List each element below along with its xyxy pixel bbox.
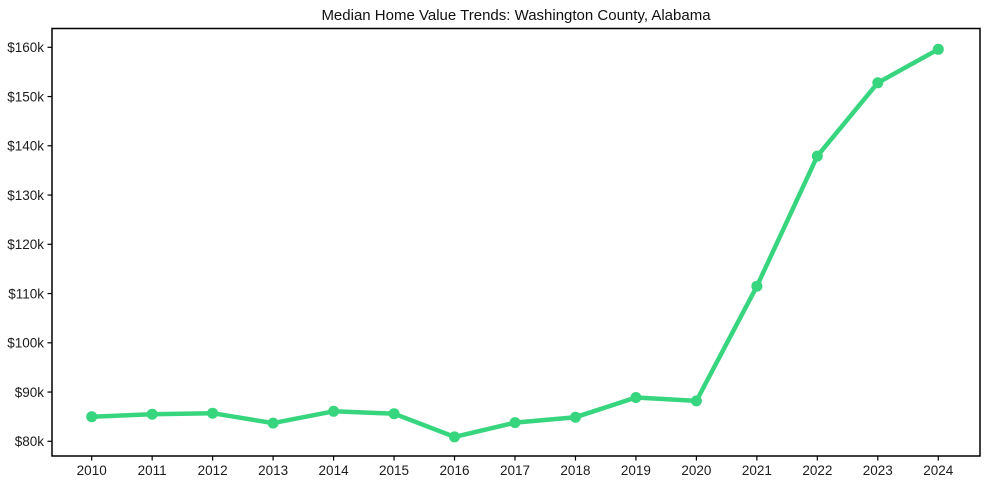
plot-border <box>51 27 981 457</box>
y-axis-tick-label: $130k <box>7 188 44 203</box>
data-point <box>751 280 763 292</box>
data-point <box>267 417 279 429</box>
x-axis-tick-label: 2019 <box>621 463 651 478</box>
trend-line <box>89 47 941 440</box>
data-point <box>630 392 642 403</box>
y-axis-tick-label: $140k <box>7 139 44 154</box>
data-point <box>207 407 219 419</box>
data-point <box>570 411 581 423</box>
y-axis-tick-label: $150k <box>7 89 44 104</box>
x-axis-tick-label: 2014 <box>319 463 350 478</box>
x-axis-tick-label: 2023 <box>863 463 893 478</box>
x-axis-tick-label: 2020 <box>681 463 711 478</box>
x-axis-tick-label: 2017 <box>500 463 530 478</box>
data-point <box>86 411 98 423</box>
data-point <box>328 405 340 417</box>
x-axis-tick-label: 2013 <box>258 463 288 478</box>
data-point <box>690 395 702 407</box>
x-axis-tick-label: 2011 <box>138 463 167 478</box>
x-axis-tick-label: 2010 <box>77 463 107 478</box>
y-axis-tick-label: $110k <box>8 286 44 301</box>
data-point <box>872 77 884 89</box>
x-axis-tick-label: 2018 <box>560 463 590 478</box>
x-axis-tick-label: 2021 <box>742 463 772 478</box>
data-point <box>932 43 944 55</box>
x-axis-tick-label: 2015 <box>379 463 409 478</box>
chart-title: Median Home Value Trends: Washington Cou… <box>321 7 711 24</box>
data-point <box>811 150 823 162</box>
data-point <box>146 408 158 420</box>
x-axis-tick-label: 2022 <box>802 463 832 478</box>
y-axis-tick-label: $90k <box>15 385 45 400</box>
x-axis-tick-label: 2024 <box>923 463 954 478</box>
x-axis-tick-label: 2016 <box>439 463 469 478</box>
data-point <box>388 408 400 420</box>
data-point <box>449 431 460 443</box>
y-axis-tick-label: $80k <box>15 434 45 449</box>
x-axis-tick-label: 2012 <box>198 463 228 478</box>
y-axis-tick-label: $120k <box>7 237 44 252</box>
y-axis-tick-label: $100k <box>7 336 44 351</box>
data-point <box>509 417 521 429</box>
y-axis-tick-label: $160k <box>7 40 44 55</box>
